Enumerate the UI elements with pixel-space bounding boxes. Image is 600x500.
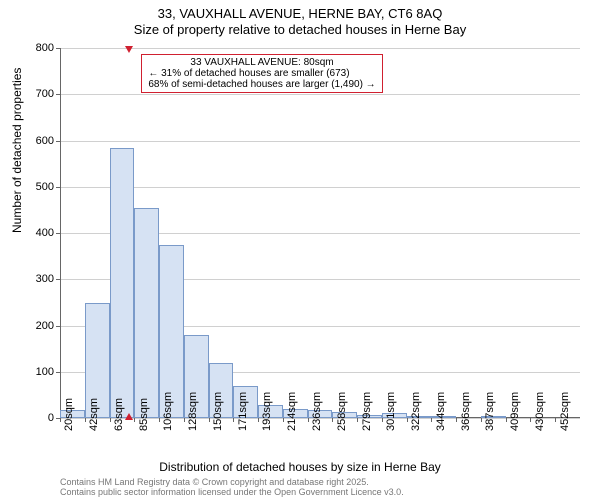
footer-attribution: Contains HM Land Registry data © Crown c… bbox=[60, 478, 404, 498]
y-tick-mark bbox=[56, 141, 60, 142]
chart-container: 33, VAUXHALL AVENUE, HERNE BAY, CT6 8AQ … bbox=[0, 0, 600, 500]
gridline bbox=[60, 94, 580, 95]
x-tick-mark bbox=[159, 418, 160, 422]
x-tick-mark bbox=[258, 418, 259, 422]
y-tick-mark bbox=[56, 187, 60, 188]
histogram-bar bbox=[134, 208, 159, 418]
histogram-bar bbox=[110, 148, 135, 418]
x-tick-mark bbox=[382, 418, 383, 422]
gridline bbox=[60, 48, 580, 49]
x-tick-mark bbox=[530, 418, 531, 422]
x-axis-title: Distribution of detached houses by size … bbox=[0, 460, 600, 474]
gridline bbox=[60, 141, 580, 142]
marker-triangle-top bbox=[125, 46, 133, 53]
title-line-1: 33, VAUXHALL AVENUE, HERNE BAY, CT6 8AQ bbox=[0, 6, 600, 21]
x-tick-mark bbox=[357, 418, 358, 422]
x-tick-mark bbox=[407, 418, 408, 422]
y-tick-label: 300 bbox=[14, 273, 54, 285]
x-tick-mark bbox=[481, 418, 482, 422]
gridline bbox=[60, 187, 580, 188]
footer-line-2: Contains public sector information licen… bbox=[60, 488, 404, 498]
y-tick-label: 800 bbox=[14, 42, 54, 54]
annotation-line: 33 VAUXHALL AVENUE: 80sqm bbox=[148, 57, 375, 68]
x-tick-mark bbox=[233, 418, 234, 422]
y-tick-label: 500 bbox=[14, 181, 54, 193]
x-tick-mark bbox=[431, 418, 432, 422]
y-tick-mark bbox=[56, 94, 60, 95]
marker-triangle-bottom bbox=[125, 413, 133, 420]
property-marker bbox=[129, 48, 130, 418]
y-tick-label: 0 bbox=[14, 412, 54, 424]
x-tick-mark bbox=[85, 418, 86, 422]
x-tick-mark bbox=[110, 418, 111, 422]
y-tick-label: 400 bbox=[14, 227, 54, 239]
x-tick-mark bbox=[308, 418, 309, 422]
annotation-box: 33 VAUXHALL AVENUE: 80sqm← 31% of detach… bbox=[141, 54, 382, 93]
title-line-2: Size of property relative to detached ho… bbox=[0, 22, 600, 37]
y-axis-line bbox=[60, 48, 61, 418]
y-tick-label: 700 bbox=[14, 88, 54, 100]
y-tick-mark bbox=[56, 279, 60, 280]
x-tick-mark bbox=[555, 418, 556, 422]
x-tick-mark bbox=[134, 418, 135, 422]
x-tick-mark bbox=[456, 418, 457, 422]
y-tick-label: 200 bbox=[14, 320, 54, 332]
x-tick-mark bbox=[209, 418, 210, 422]
x-tick-mark bbox=[184, 418, 185, 422]
y-tick-label: 600 bbox=[14, 135, 54, 147]
x-tick-mark bbox=[332, 418, 333, 422]
plot-area: 0100200300400500600700800 20sqm42sqm63sq… bbox=[60, 48, 580, 418]
annotation-line: ← 31% of detached houses are smaller (67… bbox=[148, 68, 375, 79]
y-tick-mark bbox=[56, 233, 60, 234]
annotation-line: 68% of semi-detached houses are larger (… bbox=[148, 79, 375, 90]
y-tick-label: 100 bbox=[14, 366, 54, 378]
y-tick-mark bbox=[56, 326, 60, 327]
y-tick-mark bbox=[56, 48, 60, 49]
x-tick-mark bbox=[283, 418, 284, 422]
x-tick-mark bbox=[506, 418, 507, 422]
x-tick-mark bbox=[60, 418, 61, 422]
y-tick-mark bbox=[56, 372, 60, 373]
